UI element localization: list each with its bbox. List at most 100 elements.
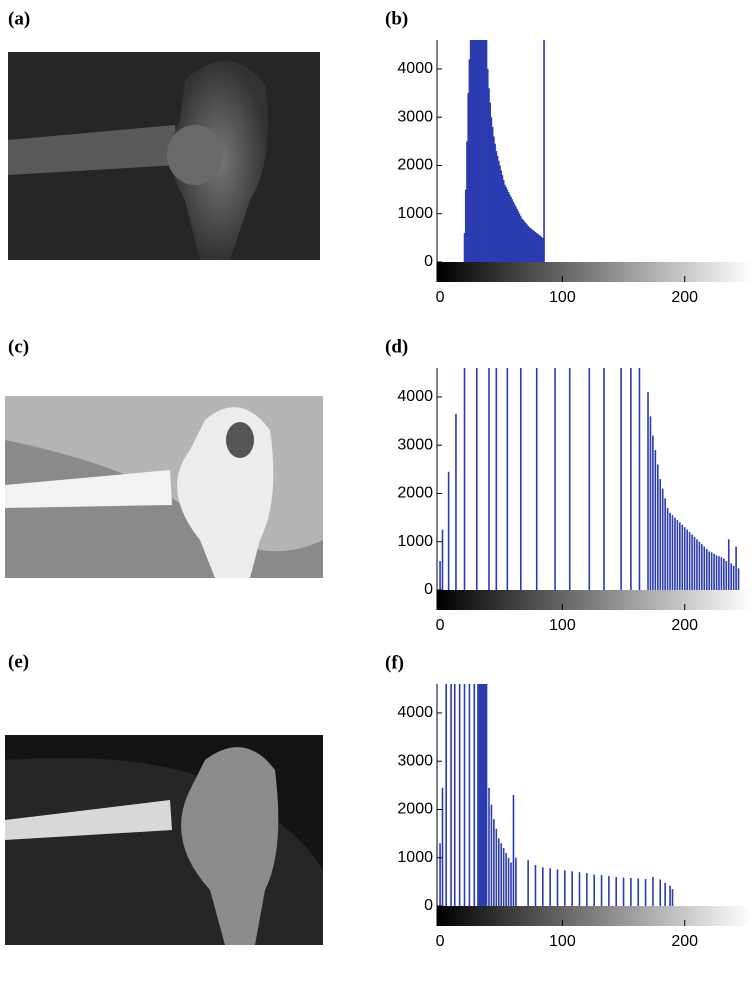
- bar: [517, 211, 520, 262]
- panel-label: (d): [385, 336, 408, 357]
- panel-label: (f): [385, 652, 404, 673]
- bar: [644, 878, 647, 906]
- bar: [701, 544, 703, 590]
- bar: [488, 787, 490, 906]
- bar: [505, 852, 507, 906]
- bar: [455, 413, 457, 590]
- y-tick-label: 1000: [397, 849, 433, 866]
- bar: [464, 189, 467, 262]
- bar: [659, 879, 662, 906]
- bar: [683, 527, 686, 590]
- bar: [483, 684, 485, 906]
- bar: [630, 368, 632, 590]
- bar: [468, 684, 471, 906]
- bar: [475, 40, 478, 262]
- bar: [518, 213, 521, 262]
- bar: [693, 536, 696, 590]
- y-tick-label: 4000: [397, 704, 433, 721]
- bar: [535, 368, 538, 590]
- y-tick-label: 4000: [397, 388, 433, 405]
- bar: [543, 40, 545, 262]
- bar: [499, 165, 501, 262]
- bar: [485, 40, 488, 262]
- bar: [512, 795, 515, 906]
- bar: [463, 684, 466, 906]
- bar: [439, 561, 441, 590]
- bar: [725, 561, 728, 590]
- bar: [467, 93, 469, 262]
- bar: [649, 416, 652, 590]
- bar: [534, 864, 537, 906]
- bar: [495, 828, 498, 906]
- image-panel-e: (e): [5, 651, 323, 945]
- y-tick-label: 2000: [397, 157, 433, 174]
- bar: [483, 40, 485, 262]
- bar: [512, 201, 515, 262]
- bar: [524, 222, 527, 262]
- bar: [669, 885, 671, 906]
- bar: [664, 882, 666, 906]
- bone: [181, 747, 279, 945]
- bar: [508, 194, 511, 262]
- y-tick-label: 4000: [397, 60, 433, 77]
- bar: [511, 199, 514, 262]
- bar: [453, 684, 456, 906]
- x-tick-label: 100: [549, 933, 576, 950]
- bar: [542, 867, 544, 906]
- x-tick-label: 200: [671, 617, 698, 634]
- bar: [480, 684, 483, 906]
- bar: [513, 204, 516, 262]
- bar: [652, 435, 654, 590]
- bar: [478, 684, 481, 906]
- bar: [510, 196, 512, 262]
- x-tick-label: 200: [671, 933, 698, 950]
- bar: [527, 860, 529, 906]
- bar: [490, 804, 493, 906]
- bar: [647, 392, 649, 590]
- bar: [523, 221, 526, 262]
- bar: [506, 368, 509, 590]
- bar: [515, 206, 517, 262]
- bar: [554, 368, 556, 590]
- bar: [539, 235, 542, 262]
- bar: [593, 874, 595, 906]
- bar: [588, 368, 591, 590]
- bar: [542, 237, 544, 262]
- bar: [477, 684, 479, 906]
- x-tick-label: 100: [549, 289, 576, 306]
- bar: [482, 40, 484, 262]
- bar: [659, 479, 662, 590]
- y-tick-label: 3000: [397, 436, 433, 453]
- bar: [474, 40, 477, 262]
- bar: [489, 102, 492, 262]
- bar: [516, 208, 518, 262]
- bar: [720, 557, 723, 590]
- panel-label: (e): [8, 651, 29, 672]
- image-panel-c: (c): [5, 336, 323, 578]
- bar: [620, 368, 622, 590]
- bar: [608, 876, 610, 906]
- bar: [696, 539, 698, 590]
- bar: [615, 877, 618, 906]
- bar: [710, 552, 713, 590]
- bar: [501, 175, 504, 262]
- bar: [491, 126, 494, 262]
- bar: [521, 218, 523, 262]
- bar: [727, 539, 730, 590]
- bar: [661, 488, 664, 590]
- bar: [630, 878, 632, 906]
- bar: [669, 512, 671, 590]
- bar: [466, 141, 468, 262]
- bar: [472, 40, 474, 262]
- y-tick-label: 0: [424, 253, 433, 270]
- bar: [638, 368, 641, 590]
- bar: [519, 368, 522, 590]
- bar: [681, 524, 684, 590]
- bar: [540, 236, 543, 262]
- bar: [671, 889, 674, 906]
- bar: [473, 40, 476, 262]
- bar: [735, 546, 737, 590]
- bar: [688, 532, 691, 590]
